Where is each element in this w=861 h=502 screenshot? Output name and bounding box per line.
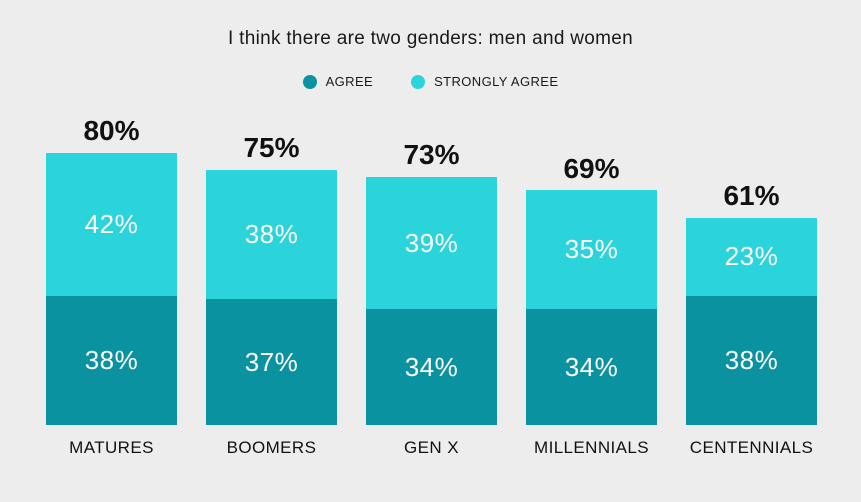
segment-value-label: 34%	[564, 351, 619, 382]
segment-value-label: 38%	[244, 219, 299, 250]
segment-value-label: 38%	[724, 344, 779, 375]
legend-item-strongly-agree: STRONGLY AGREE	[411, 74, 558, 89]
chart-title: I think there are two genders: men and w…	[227, 28, 634, 49]
bar-stack: 23% 38%	[686, 217, 817, 425]
category-label: CENTENNIALS	[689, 438, 814, 457]
segment-value-label: 23%	[724, 241, 779, 272]
legend: AGREE STRONGLY AGREE	[0, 74, 861, 89]
category-label: MATURES	[69, 438, 154, 457]
legend-label-agree: AGREE	[325, 74, 374, 89]
agree-segment: 37%	[206, 299, 337, 425]
bar-stack: 35% 34%	[526, 190, 657, 425]
total-label: 61%	[723, 179, 780, 211]
agree-dot-icon	[302, 74, 317, 89]
total-label: 75%	[243, 132, 300, 164]
bar-column-boomers: 75% 38% 37% BOOMERS	[206, 132, 337, 465]
bar-stack: 42% 38%	[46, 153, 177, 425]
strongly-agree-dot-icon	[411, 74, 426, 89]
bar-column-millennials: 69% 35% 34% MILLENNIALS	[526, 152, 657, 465]
total-label: 73%	[403, 139, 460, 171]
segment-value-label: 42%	[84, 208, 139, 239]
legend-label-strongly-agree: STRONGLY AGREE	[434, 74, 559, 89]
segment-value-label: 39%	[404, 227, 459, 258]
segment-value-label: 37%	[244, 346, 299, 377]
strongly-agree-segment: 38%	[206, 170, 337, 300]
strongly-agree-segment: 39%	[366, 176, 497, 310]
agree-segment: 34%	[366, 309, 497, 425]
bar-column-matures: 80% 42% 38% MATURES	[46, 115, 177, 465]
bar-stack: 38% 37%	[206, 170, 337, 425]
agree-segment: 34%	[526, 309, 657, 425]
category-label: GEN X	[404, 438, 459, 457]
bar-stack: 39% 34%	[366, 176, 497, 425]
total-label: 69%	[563, 152, 620, 184]
legend-item-agree: AGREE	[302, 74, 374, 89]
category-label: MILLENNIALS	[534, 438, 649, 457]
category-label: BOOMERS	[226, 438, 317, 457]
strongly-agree-segment: 35%	[526, 190, 657, 310]
segment-value-label: 34%	[404, 351, 459, 382]
chart-area: 80% 42% 38% MATURES 75% 38% 37% BOOMERS 73% 39% 34…	[46, 0, 817, 465]
strongly-agree-segment: 23%	[686, 217, 817, 296]
bar-column-gen-x: 73% 39% 34% GEN X	[366, 139, 497, 465]
strongly-agree-segment: 42%	[46, 153, 177, 296]
agree-segment: 38%	[46, 295, 177, 425]
total-label: 80%	[83, 115, 140, 147]
segment-value-label: 35%	[564, 234, 619, 265]
segment-value-label: 38%	[84, 344, 139, 375]
bar-column-centennials: 61% 23% 38% CENTENNIALS	[686, 179, 817, 465]
agree-segment: 38%	[686, 295, 817, 425]
